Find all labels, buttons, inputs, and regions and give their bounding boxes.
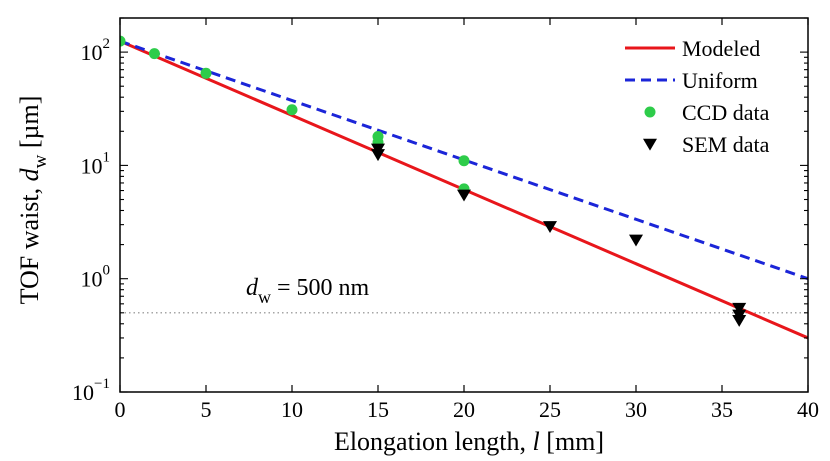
x-tick-label: 15 <box>367 397 389 422</box>
series-line-uniform <box>120 39 808 281</box>
legend-swatch-sem-data <box>643 138 657 151</box>
sem-data-point <box>629 234 643 247</box>
ccd-data-point <box>458 155 470 167</box>
sem-data-point <box>732 314 747 327</box>
sem-data-point <box>732 302 747 315</box>
annotation-text: = 500 nm <box>271 275 370 301</box>
ccd-data-point <box>200 67 212 79</box>
y-tick-label: 102 <box>81 36 111 65</box>
legend-swatch-ccd-data <box>644 106 656 118</box>
y-axis-label: TOF waist, dw [µm] <box>15 96 51 305</box>
x-tick-label: 35 <box>711 397 733 422</box>
ccd-data-point <box>120 35 126 47</box>
legend-label-sem-data: SEM data <box>682 132 770 157</box>
annotation-sub: w <box>258 287 271 307</box>
ccd-data-point <box>286 104 298 116</box>
legend: Modeled Uniform CCD data SEM data <box>625 36 770 157</box>
x-axis-label: Elongation length, l [mm] <box>334 427 604 456</box>
legend-label-ccd-data: CCD data <box>682 100 770 125</box>
sem-data-point <box>371 149 385 162</box>
x-tick-label: 25 <box>539 397 561 422</box>
legend-label-modeled: Modeled <box>682 36 760 61</box>
y-tick-label: 101 <box>81 149 111 178</box>
sem-data-point <box>543 221 557 233</box>
sem-data-point <box>457 189 471 202</box>
x-tick-label: 5 <box>201 397 212 422</box>
x-tick-label: 40 <box>797 397 819 422</box>
annotation-var: d <box>246 275 259 301</box>
ccd-data-point <box>148 48 160 60</box>
y-tick-label: 10−1 <box>72 376 110 405</box>
x-tick-label: 20 <box>453 397 475 422</box>
x-tick-label: 30 <box>625 397 647 422</box>
x-tick-label: 10 <box>281 397 303 422</box>
reference-annotation: dw = 500 nm <box>246 275 370 307</box>
x-tick-label: 0 <box>115 397 126 422</box>
y-tick-label: 100 <box>81 263 111 292</box>
legend-label-uniform: Uniform <box>682 68 758 93</box>
axes: 0 5 10 15 20 25 30 35 40 10−1 100 101 102 Elongation … <box>15 17 819 456</box>
plot-area <box>120 35 808 340</box>
